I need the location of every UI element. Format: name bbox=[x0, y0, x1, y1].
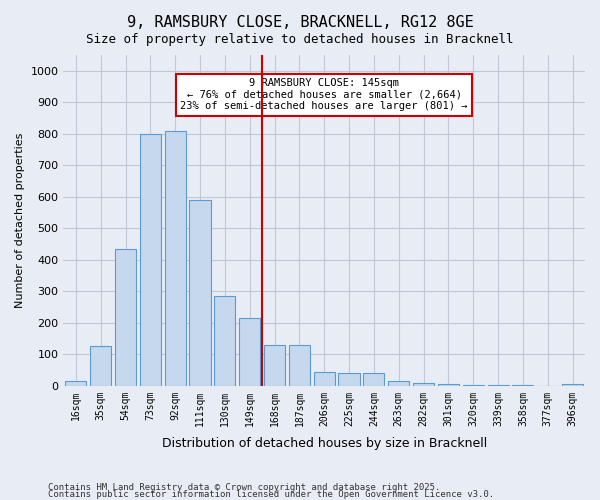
Bar bbox=[413, 382, 434, 386]
Bar bbox=[239, 318, 260, 386]
Bar bbox=[90, 346, 111, 386]
Bar bbox=[115, 248, 136, 386]
Text: 9, RAMSBURY CLOSE, BRACKNELL, RG12 8GE: 9, RAMSBURY CLOSE, BRACKNELL, RG12 8GE bbox=[127, 15, 473, 30]
Bar bbox=[562, 384, 583, 386]
Bar bbox=[438, 384, 459, 386]
Text: 9 RAMSBURY CLOSE: 145sqm
← 76% of detached houses are smaller (2,664)
23% of sem: 9 RAMSBURY CLOSE: 145sqm ← 76% of detach… bbox=[181, 78, 468, 112]
Bar bbox=[190, 200, 211, 386]
Bar bbox=[463, 385, 484, 386]
Text: Contains public sector information licensed under the Open Government Licence v3: Contains public sector information licen… bbox=[48, 490, 494, 499]
Text: Size of property relative to detached houses in Bracknell: Size of property relative to detached ho… bbox=[86, 32, 514, 46]
Bar bbox=[214, 296, 235, 386]
Y-axis label: Number of detached properties: Number of detached properties bbox=[15, 132, 25, 308]
Bar bbox=[140, 134, 161, 386]
Bar bbox=[289, 345, 310, 386]
Bar bbox=[314, 372, 335, 386]
Bar bbox=[164, 130, 186, 386]
Bar bbox=[264, 345, 285, 386]
Bar bbox=[338, 373, 359, 386]
Bar bbox=[65, 381, 86, 386]
Bar bbox=[364, 373, 385, 386]
Bar bbox=[388, 381, 409, 386]
Text: Contains HM Land Registry data © Crown copyright and database right 2025.: Contains HM Land Registry data © Crown c… bbox=[48, 484, 440, 492]
X-axis label: Distribution of detached houses by size in Bracknell: Distribution of detached houses by size … bbox=[161, 437, 487, 450]
